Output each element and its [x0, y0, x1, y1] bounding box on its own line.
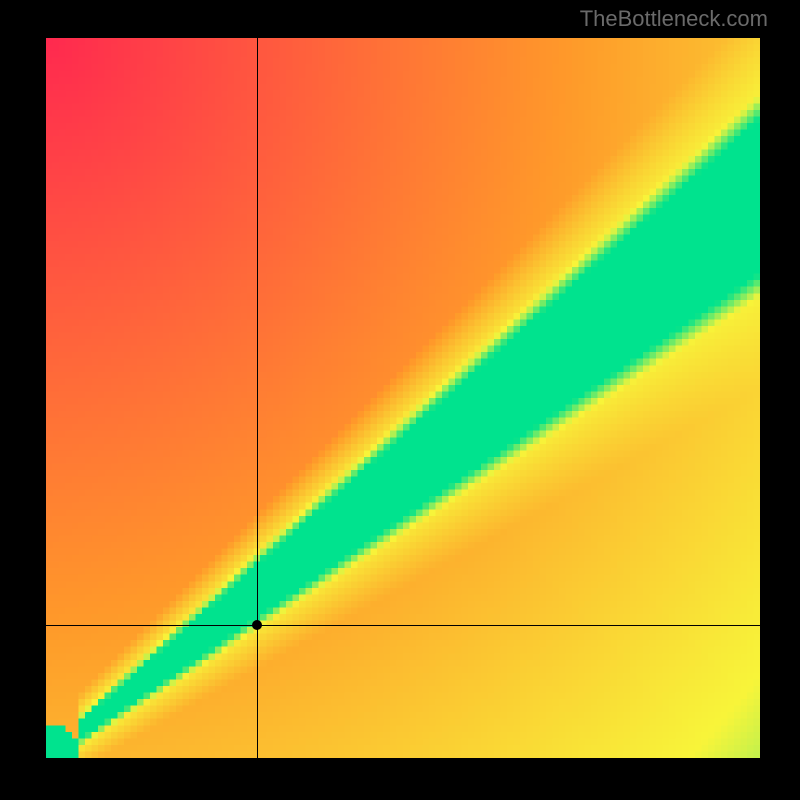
data-point-marker: [252, 620, 262, 630]
heatmap-plot: [46, 38, 760, 758]
crosshair-vertical: [257, 38, 258, 758]
crosshair-horizontal: [46, 625, 760, 626]
heatmap-canvas: [46, 38, 760, 758]
watermark-text: TheBottleneck.com: [580, 6, 768, 32]
